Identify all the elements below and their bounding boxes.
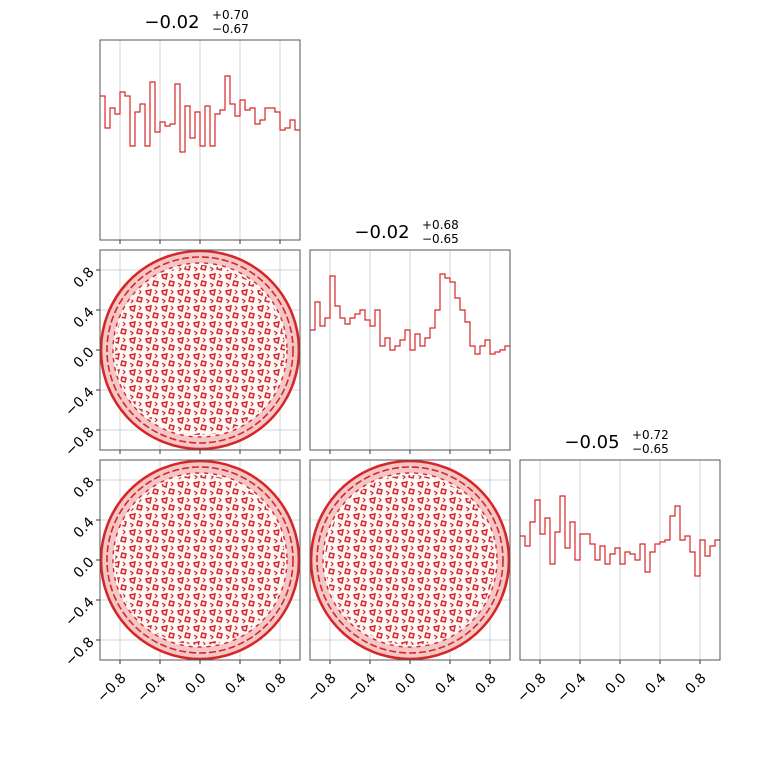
x-tick-label-2-2-0: −0.8 (514, 670, 549, 705)
contour-ring-b-2-1 (322, 472, 498, 648)
x-tick-label-2-0-3: 0.4 (223, 670, 250, 697)
y-tick-label-1-0-0: −0.8 (62, 424, 97, 459)
panel-title-0: −0.02 (144, 12, 199, 33)
panel-title-plus-2: +0.72 (632, 428, 669, 442)
panel-title-minus-1: −0.65 (422, 232, 459, 246)
contour-ring-a-1-0 (106, 256, 294, 444)
contour-outer-2-1 (309, 459, 511, 661)
panel-title-plus-1: +0.68 (422, 218, 459, 232)
density-contours-2-1 (325, 475, 495, 645)
x-tick-label-2-1-0: −0.8 (304, 670, 339, 705)
x-tick-label-2-0-4: 0.8 (263, 670, 290, 697)
density-contours-1-0 (115, 265, 285, 435)
x-tick-label-2-2-4: 0.8 (683, 670, 710, 697)
y-tick-label-1-0-4: 0.8 (71, 264, 98, 291)
x-tick-label-2-1-4: 0.8 (473, 670, 500, 697)
y-tick-label-2-0-2: 0.0 (71, 554, 98, 581)
contour-outer-2-0 (99, 459, 301, 661)
density-contours-2-0 (115, 475, 285, 645)
y-tick-label-2-0-4: 0.8 (71, 474, 98, 501)
y-tick-label-2-0-3: 0.4 (71, 514, 98, 541)
y-tick-label-1-0-1: −0.4 (62, 384, 97, 419)
histogram-0-0 (100, 75, 300, 153)
panel-title-plus-0: +0.70 (212, 8, 249, 22)
x-tick-label-2-0-2: 0.0 (183, 670, 210, 697)
y-tick-label-2-0-1: −0.4 (62, 594, 97, 629)
y-tick-label-1-0-2: 0.0 (71, 344, 98, 371)
panel-title-1: −0.02 (354, 222, 409, 243)
x-tick-label-2-0-1: −0.4 (134, 670, 169, 705)
contour-ring-b-1-0 (112, 262, 288, 438)
x-tick-label-2-2-3: 0.4 (643, 670, 670, 697)
y-tick-label-1-0-3: 0.4 (71, 304, 98, 331)
y-tick-label-2-0-0: −0.8 (62, 634, 97, 669)
contour-outer-1-0 (99, 249, 301, 451)
contour-ring-a-2-1 (316, 466, 504, 654)
x-tick-label-2-1-2: 0.0 (393, 670, 420, 697)
x-tick-label-2-1-1: −0.4 (344, 670, 379, 705)
x-tick-label-2-2-2: 0.0 (603, 670, 630, 697)
panel-title-minus-0: −0.67 (212, 22, 249, 36)
contour-ring-b-2-0 (112, 472, 288, 648)
histogram-1-1 (310, 273, 510, 355)
x-tick-label-2-0-0: −0.8 (94, 670, 129, 705)
x-tick-label-2-1-3: 0.4 (433, 670, 460, 697)
contour-ring-a-2-0 (106, 466, 294, 654)
panel-title-minus-2: −0.65 (632, 442, 669, 456)
histogram-2-2 (520, 495, 720, 577)
x-tick-label-2-2-1: −0.4 (554, 670, 589, 705)
panel-title-2: −0.05 (564, 432, 619, 453)
